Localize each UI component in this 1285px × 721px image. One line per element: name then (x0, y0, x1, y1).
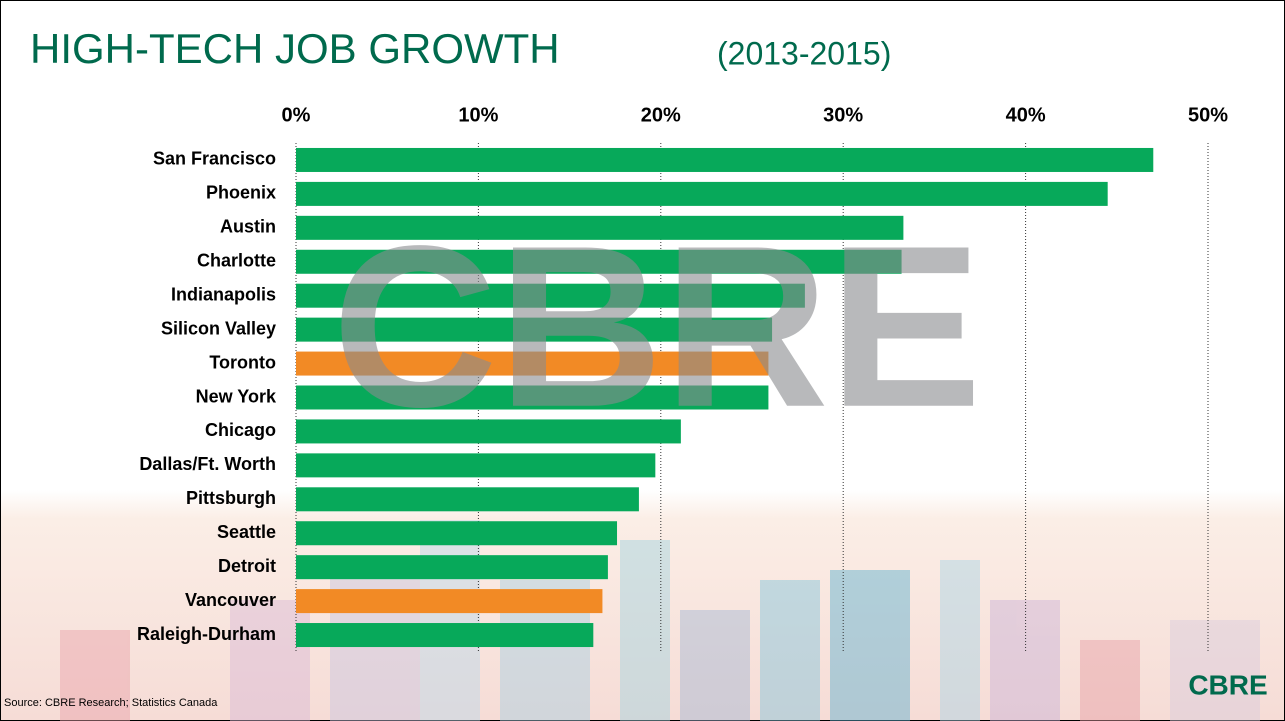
bar (296, 623, 593, 647)
category-label: Chicago (205, 420, 276, 440)
category-label: Charlotte (197, 251, 276, 271)
x-tick-label: 20% (641, 104, 681, 126)
category-label: Austin (220, 217, 276, 237)
category-label: San Francisco (153, 149, 276, 169)
source-note: Source: CBRE Research; Statistics Canada (4, 697, 218, 709)
category-label: Phoenix (206, 183, 276, 203)
chart-title: HIGH-TECH JOB GROWTH (30, 25, 560, 72)
category-label: Silicon Valley (161, 318, 276, 338)
x-tick-label: 50% (1188, 104, 1228, 126)
bar (296, 521, 617, 545)
category-label: Indianapolis (171, 284, 276, 304)
category-label: New York (196, 386, 277, 406)
category-label: Raleigh-Durham (137, 624, 276, 644)
category-label: Seattle (217, 522, 276, 542)
bar (296, 148, 1153, 172)
bar (296, 487, 639, 511)
category-label: Dallas/Ft. Worth (139, 454, 276, 474)
slide: HIGH-TECH JOB GROWTH (2013-2015) Source:… (0, 0, 1285, 721)
x-tick-label: 40% (1006, 104, 1046, 126)
category-label: Detroit (218, 556, 276, 576)
x-tick-label: 10% (458, 104, 498, 126)
watermark: CBRE (332, 198, 982, 455)
x-tick-label: 30% (823, 104, 863, 126)
chart-subtitle: (2013-2015) (717, 35, 891, 71)
bar (296, 453, 655, 477)
category-label: Toronto (209, 352, 276, 372)
category-label: Vancouver (185, 590, 276, 610)
x-tick-label: 0% (282, 104, 311, 126)
bar (296, 589, 602, 613)
bar (296, 555, 608, 579)
logo: CBRE (1188, 669, 1267, 700)
category-label: Pittsburgh (186, 488, 276, 508)
